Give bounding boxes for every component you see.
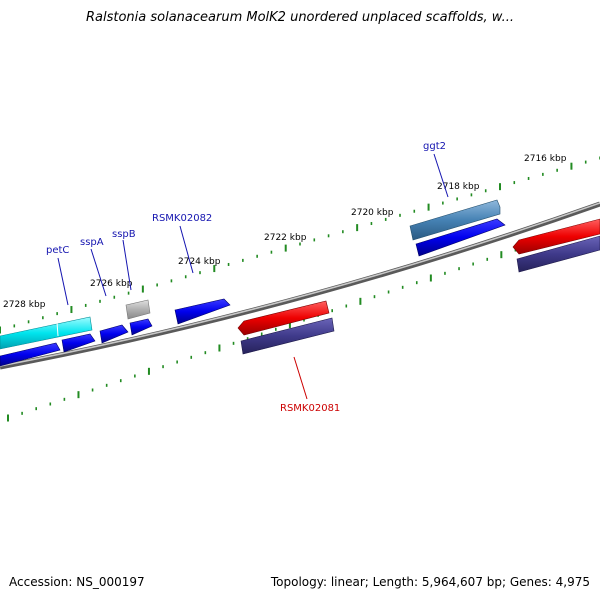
gene-sspb[interactable] xyxy=(129,318,153,336)
scale-label-2720: 2720 kbp xyxy=(351,208,394,218)
leader-rsmk02082 xyxy=(179,225,194,274)
gene-rsmk02081[interactable] xyxy=(237,300,330,336)
scale-label-2716: 2716 kbp xyxy=(524,154,567,164)
gene-label-ggt2[interactable]: ggt2 xyxy=(423,141,446,152)
scale-label-2728: 2728 kbp xyxy=(3,300,46,310)
gene-label-sspa[interactable]: sspA xyxy=(80,237,104,248)
gene-label-petc[interactable]: petC xyxy=(46,245,69,256)
leader-petc xyxy=(57,257,69,306)
gene-ggt2[interactable] xyxy=(415,218,506,257)
leader-sspb xyxy=(122,239,132,291)
feature-petc[interactable] xyxy=(0,316,93,350)
gene-left-edge[interactable] xyxy=(0,342,61,367)
scale-label-2724: 2724 kbp xyxy=(178,257,221,267)
accession-text: Accession: NS_000197 xyxy=(9,575,145,589)
gene-pseudo-sspb[interactable] xyxy=(125,299,151,320)
scale-label-2718: 2718 kbp xyxy=(437,182,480,192)
gene-sspa[interactable] xyxy=(99,324,129,344)
scale-label-2726: 2726 kbp xyxy=(90,279,133,289)
gene-right-edge[interactable] xyxy=(512,218,600,255)
sequence-backbone-highlight xyxy=(0,202,600,367)
cds-rsmk02081[interactable] xyxy=(240,317,335,355)
scale-ticks-upper xyxy=(0,156,600,334)
feature-ggt2[interactable] xyxy=(409,199,501,241)
topology-text: Topology: linear; Length: 5,964,607 bp; … xyxy=(270,575,590,589)
scale-label-2722: 2722 kbp xyxy=(264,233,307,243)
map-title: Ralstonia solanacearum MolK2 unordered u… xyxy=(85,10,514,25)
leader-sspa xyxy=(90,248,107,297)
sequence-backbone xyxy=(0,201,600,370)
gene-label-rsmk02081[interactable]: RSMK02081 xyxy=(280,403,340,414)
gene-label-rsmk02082[interactable]: RSMK02082 xyxy=(152,213,212,224)
leader-ggt2 xyxy=(433,153,449,198)
scale-ticks-lower xyxy=(7,220,600,422)
gene-petc[interactable] xyxy=(61,333,96,353)
gene-rsmk02082[interactable] xyxy=(174,298,231,325)
cds-right-edge[interactable] xyxy=(516,235,600,273)
leader-rsmk02081 xyxy=(293,356,308,400)
gene-label-sspb[interactable]: sspB xyxy=(112,229,136,240)
